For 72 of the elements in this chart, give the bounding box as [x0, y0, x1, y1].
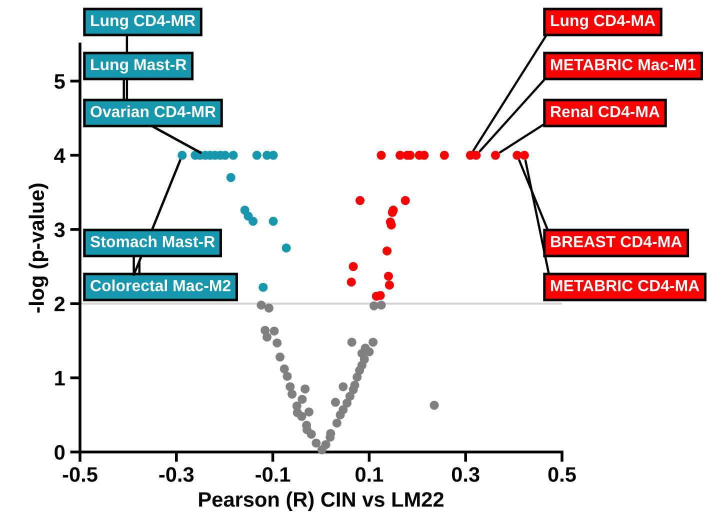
- point: [342, 398, 352, 408]
- point: [282, 372, 292, 381]
- point: [490, 150, 500, 160]
- x-tick-label: -0.5: [62, 467, 98, 482]
- point: [252, 150, 262, 160]
- y-tick-label: 4: [54, 148, 66, 163]
- point: [376, 300, 386, 310]
- point: [178, 150, 187, 160]
- point: [345, 392, 354, 401]
- annotation: Lung CD4-MA: [551, 14, 656, 30]
- point: [228, 150, 238, 160]
- point: [330, 398, 340, 407]
- y-tick-label: 1: [55, 371, 65, 386]
- point: [268, 216, 278, 226]
- point: [384, 272, 393, 281]
- y-tick-label: 3: [54, 222, 65, 238]
- annotation: Lung Mast-R: [91, 59, 186, 74]
- x-tick-label: 0.1: [356, 467, 384, 482]
- point: [280, 364, 289, 374]
- point: [304, 407, 314, 416]
- point: [306, 430, 316, 439]
- point: [300, 384, 310, 394]
- point: [258, 282, 268, 292]
- annotation: Stomach Mast-R: [90, 236, 215, 248]
- point: [256, 300, 266, 310]
- point: [248, 216, 258, 226]
- point: [264, 304, 274, 313]
- point: [292, 408, 302, 418]
- point: [347, 338, 356, 347]
- x-tick-label: -0.1: [256, 467, 290, 482]
- point: [338, 405, 348, 414]
- x-axis-title: Pearson (R) CIN vs LM22: [199, 492, 444, 511]
- point: [286, 382, 295, 392]
- annotation: Renal CD4-MA: [551, 106, 660, 118]
- point: [332, 418, 342, 428]
- point: [270, 326, 279, 336]
- point: [368, 338, 378, 347]
- y-tick-label: 2: [54, 296, 65, 312]
- point: [348, 262, 358, 272]
- annotation: Colorectal Mac-M2: [90, 280, 230, 292]
- point: [321, 440, 330, 450]
- y-tick-label: 0: [54, 445, 65, 460]
- point: [400, 196, 410, 206]
- point: [272, 338, 282, 348]
- x-tick-label: 0.5: [548, 467, 576, 482]
- point: [298, 394, 307, 404]
- point: [338, 382, 348, 392]
- point: [226, 173, 236, 182]
- annotation: Lung CD4-MR: [91, 14, 196, 30]
- annotation: Ovarian CD4-MR: [90, 106, 216, 118]
- point: [384, 280, 394, 290]
- x-tick-label: -0.3: [159, 467, 194, 482]
- point: [430, 400, 439, 410]
- point: [382, 246, 392, 256]
- point: [262, 332, 272, 342]
- point: [312, 438, 321, 448]
- y-tick-label: 5: [54, 74, 65, 89]
- annotation: METABRIC CD4-MA: [551, 280, 700, 292]
- point: [346, 278, 356, 287]
- point: [520, 150, 529, 160]
- point: [282, 244, 291, 252]
- x-tick-label: 0.3: [452, 467, 480, 482]
- point: [350, 380, 360, 390]
- y-axis-title: -log (p-value): [28, 184, 48, 313]
- annotation: METABRIC Mac-M1: [551, 58, 696, 70]
- point: [360, 354, 369, 364]
- point: [288, 390, 297, 399]
- annotation: BREAST CD4-MA: [551, 236, 682, 248]
- point: [276, 352, 285, 362]
- point: [376, 150, 386, 160]
- point: [440, 150, 449, 160]
- point: [356, 196, 365, 206]
